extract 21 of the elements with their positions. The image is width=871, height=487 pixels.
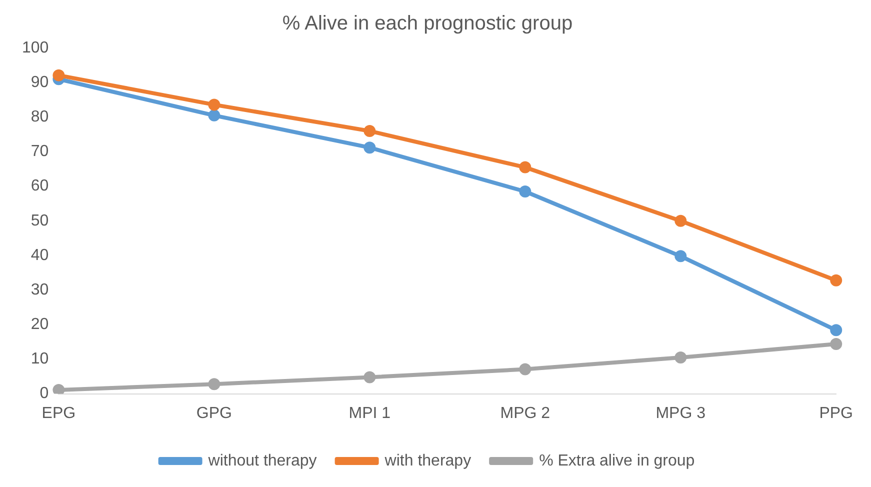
y-tick-label: 20 [30, 316, 49, 334]
y-tick-label: 90 [30, 74, 49, 91]
y-tick-label: 100 [22, 39, 49, 56]
y-tick-label: 10 [30, 350, 49, 368]
legend-label: with therapy [384, 452, 472, 470]
x-tick-label: GPG [196, 404, 232, 422]
y-tick-label: 40 [30, 246, 49, 264]
legend-label: % Extra alive in group [539, 452, 695, 470]
y-tick-label: 30 [30, 281, 49, 298]
x-tick-label: MPG 3 [656, 404, 706, 422]
x-tick-label: PPG [819, 404, 854, 422]
x-tick-label: MPG 2 [500, 404, 550, 422]
y-tick-label: 50 [30, 212, 49, 230]
legend-label: without therapy [207, 452, 317, 470]
x-tick-label: EPG [42, 404, 76, 422]
y-tick-label: 60 [30, 178, 49, 195]
y-tick-label: 80 [30, 108, 49, 126]
chart-title: % Alive in each prognostic group [282, 12, 573, 35]
x-tick-label: MPI 1 [348, 404, 391, 422]
y-tick-label: 0 [40, 385, 49, 402]
y-tick-label: 70 [30, 143, 49, 160]
